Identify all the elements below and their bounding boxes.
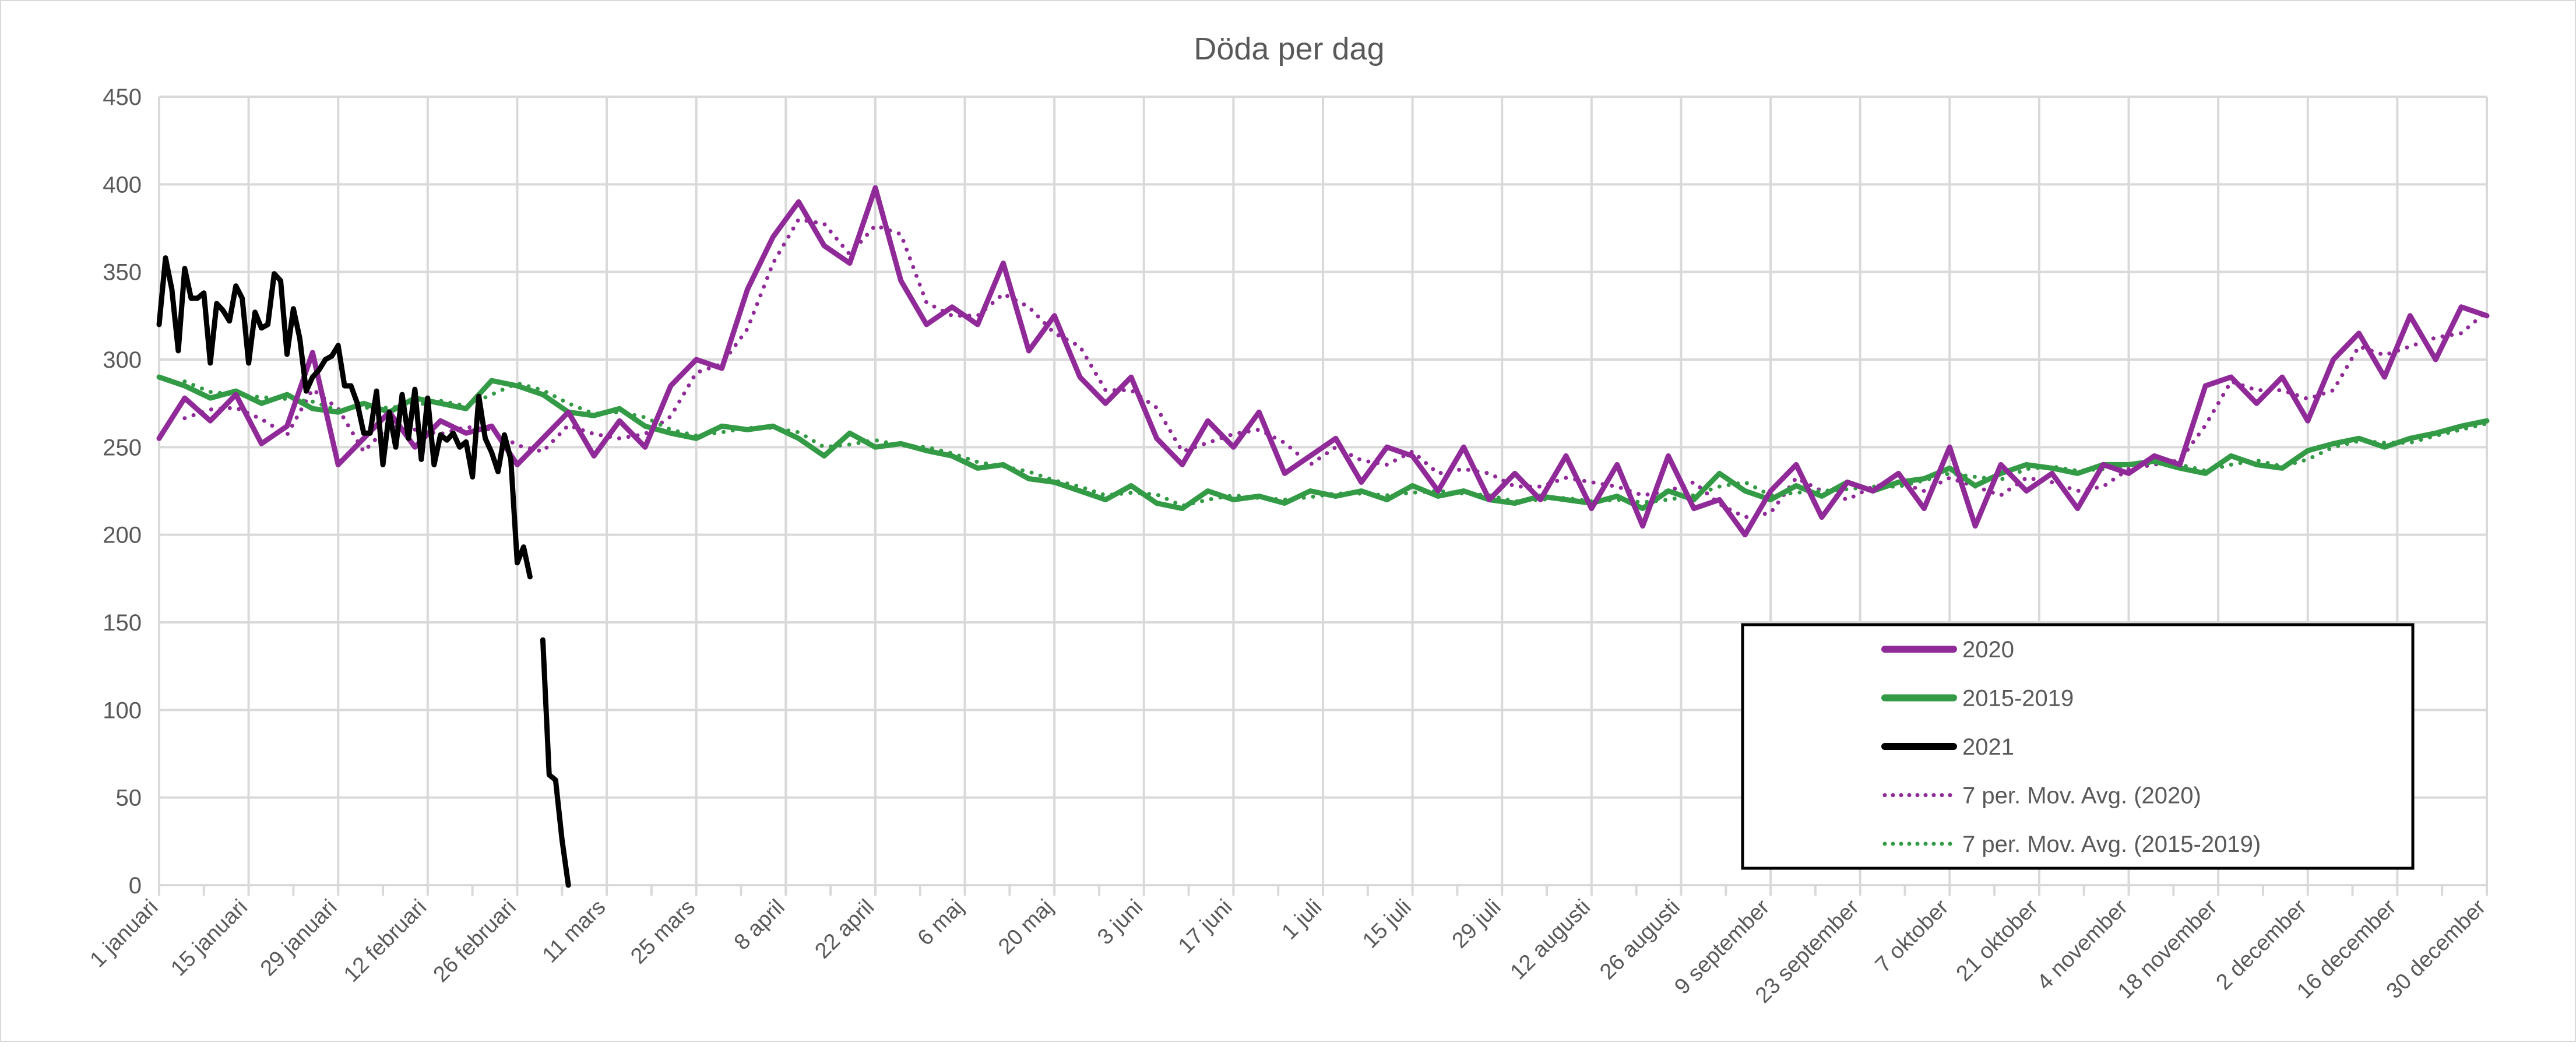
y-tick-label: 300 <box>103 347 142 373</box>
legend-label: 2020 <box>1962 637 2014 663</box>
x-tick-label: 29 juli <box>1448 895 1506 953</box>
x-tick-label: 7 oktober <box>1871 894 1954 977</box>
x-tick-label: 29 januari <box>256 895 342 981</box>
legend-box <box>1741 623 2415 870</box>
x-tick-label: 22 april <box>810 895 879 964</box>
x-tick-label: 12 februari <box>339 895 431 987</box>
series-line-2015-2019 <box>156 374 2490 512</box>
y-tick-label: 50 <box>116 786 142 811</box>
x-tick-label: 20 maj <box>994 895 1058 959</box>
y-tick-label: 150 <box>103 610 142 636</box>
x-tick-label: 3 juni <box>1093 895 1148 950</box>
legend: 2020 2015-2019 2021 7 per. Mov. Avg. (2020)… <box>1741 623 2415 870</box>
x-tick-label: 26 augusti <box>1595 895 1685 985</box>
y-tick-label: 450 <box>103 84 142 110</box>
legend-label: 7 per. Mov. Avg. (2020) <box>1962 783 2201 809</box>
y-tick-label: 400 <box>103 172 142 198</box>
legend-label: 2021 <box>1962 734 2014 760</box>
x-tick-label: 4 november <box>2032 894 2132 995</box>
series-line-2021 <box>156 255 571 888</box>
x-tick-label: 11 mars <box>538 895 611 968</box>
legend-label: 2015-2019 <box>1962 686 2074 712</box>
chart-title: Döda per dag <box>1194 31 1384 66</box>
y-tick-label: 200 <box>103 523 142 548</box>
y-tick-label: 250 <box>103 435 142 460</box>
series-line-2020 <box>156 185 2490 538</box>
x-tick-label: 15 juli <box>1358 895 1416 953</box>
x-tick-label: 6 maj <box>913 895 968 950</box>
x-tick-label: 2 december <box>2212 894 2312 995</box>
x-tick-label: 15 januari <box>166 895 252 981</box>
x-tick-label: 26 februari <box>429 895 521 987</box>
series-layer <box>156 185 2490 888</box>
series-line-7-per-mov-avg-2020- <box>182 217 2489 520</box>
x-tick-label: 25 mars <box>626 895 700 969</box>
x-tick-label: 1 januari <box>86 895 163 973</box>
y-axis: 0 50 100 150 200 250 300 350 400 450 <box>103 84 142 899</box>
x-tick-label: 21 oktober <box>1952 894 2043 986</box>
x-tick-label: 17 juni <box>1174 895 1237 959</box>
x-tick-label: 1 juli <box>1277 895 1326 945</box>
y-tick-label: 350 <box>103 260 142 286</box>
y-tick-label: 100 <box>103 698 142 723</box>
y-tick-label: 0 <box>129 873 142 899</box>
legend-label: 7 per. Mov. Avg. (2015-2019) <box>1962 832 2261 857</box>
x-tick-label: 8 april <box>730 895 790 955</box>
x-tick-label: 12 augusti <box>1506 895 1596 985</box>
series-line-7-per-mov-avg-2015-2019- <box>182 379 2489 508</box>
